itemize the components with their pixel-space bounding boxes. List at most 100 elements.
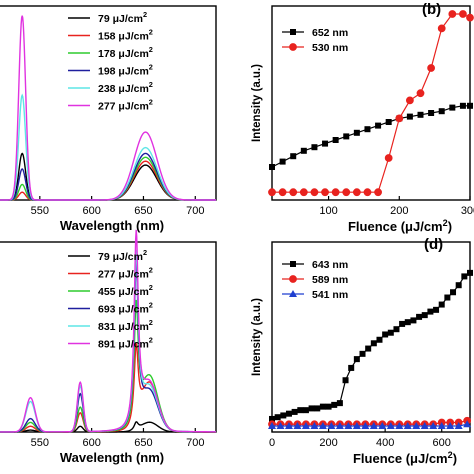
panel-d-series-2-point bbox=[361, 422, 370, 429]
panel-d-series-0-point bbox=[433, 306, 440, 313]
panel-d-legend-label: 643 nm bbox=[312, 259, 348, 271]
panel-d-series-0-point bbox=[353, 356, 360, 363]
panel-b-series-0-point bbox=[290, 153, 297, 160]
panel-b-series-0-point bbox=[375, 122, 382, 129]
panel-a-series-1-line bbox=[0, 160, 216, 201]
panel-d-series-0-point bbox=[438, 301, 445, 308]
panel-b-series-1-point bbox=[268, 188, 276, 197]
panel-a-legend-label: 238 μJ/cm2 bbox=[98, 80, 153, 95]
panel-c-legend-label: 831 μJ/cm2 bbox=[98, 318, 153, 333]
panel-d-series-0-point bbox=[399, 320, 406, 327]
panel-d-series-0-point bbox=[359, 350, 366, 357]
panel-c-x-axis-label: Wavelength (nm) bbox=[60, 450, 164, 465]
panel-b-series-0-point bbox=[353, 129, 360, 136]
panel-b-series-1-point bbox=[352, 188, 361, 197]
panel-d-series-0-point bbox=[342, 377, 349, 384]
panel-a-series-5-line bbox=[0, 15, 216, 201]
panel-b-y-axis-label: Intensity (a.u.) bbox=[251, 64, 263, 142]
panel-d-series-0-point bbox=[302, 407, 309, 414]
panel-c-legend-label: 455 μJ/cm2 bbox=[98, 283, 153, 298]
panel-b-legend-marker bbox=[289, 43, 297, 51]
panel-d-series-2-point bbox=[352, 422, 361, 429]
panel-b-xtick-label: 100 bbox=[319, 205, 337, 217]
panel-a-xtick-label: 600 bbox=[82, 205, 100, 217]
panel-b-series-1-point bbox=[363, 188, 372, 197]
panel-c-xtick-label: 550 bbox=[31, 437, 49, 449]
panel-a-x-axis-label: Wavelength (nm) bbox=[60, 218, 164, 233]
panel-b-series-0-point bbox=[428, 110, 435, 116]
panel-d-legend-label: 541 nm bbox=[312, 289, 348, 301]
panel-d-legend-marker bbox=[290, 261, 296, 267]
panel-d-xtick-label: 0 bbox=[269, 437, 275, 449]
panel-d-series-0-point bbox=[365, 345, 372, 352]
panel-b-series-1-point bbox=[395, 114, 404, 123]
panel-b-xtick-label: 300 bbox=[461, 205, 474, 217]
panel-b-series-1-point bbox=[321, 188, 329, 197]
panel-b-series-1-point bbox=[405, 96, 414, 105]
panel-d-series-0-point bbox=[325, 403, 332, 410]
panel-d-legend-marker bbox=[289, 275, 297, 283]
panel-d-legend-label: 589 nm bbox=[312, 274, 348, 286]
panel-a-xtick-label: 700 bbox=[186, 205, 204, 217]
panel-b-series-1-point bbox=[437, 24, 446, 33]
panel-b-series-0-point bbox=[364, 126, 371, 133]
panel-b-series-1-point bbox=[289, 188, 298, 197]
panel-a-legend-label: 277 μJ/cm2 bbox=[98, 98, 153, 113]
panel-b-series-0-point bbox=[332, 137, 339, 143]
panel-b-series-0-point bbox=[459, 102, 466, 109]
panel-a-legend-label: 158 μJ/cm2 bbox=[98, 28, 153, 43]
panel-d-series-2-point bbox=[378, 422, 387, 429]
panel-d-series-2-point bbox=[446, 422, 455, 429]
panel-b-series-1-point bbox=[448, 10, 457, 18]
panel-d-series-2-point bbox=[437, 422, 446, 429]
panel-d-series-0-point bbox=[331, 401, 338, 408]
panel-d-series-0-point bbox=[291, 408, 298, 415]
panel-c-legend-label: 79 μJ/cm2 bbox=[98, 248, 147, 263]
panel-b-series-1-point bbox=[299, 188, 308, 197]
panel-d-x-axis-label: Fluence (μJ/cm2) bbox=[353, 450, 457, 466]
panel-d-series-2-point bbox=[403, 422, 412, 429]
panel-c-series-5-line bbox=[0, 229, 217, 433]
panel-c-xtick-label: 650 bbox=[134, 437, 152, 449]
panel-d-series-0-point bbox=[274, 414, 281, 421]
panel-d-series-0-point bbox=[376, 336, 383, 343]
panel-d-series-2-point bbox=[318, 422, 327, 429]
panel-d-series-0-point bbox=[450, 289, 457, 296]
panel-d-series-0-point bbox=[416, 313, 423, 320]
panel-d-series-2-point bbox=[429, 422, 438, 429]
panel-b-series-1-point bbox=[310, 188, 319, 197]
panel-c-legend-label: 693 μJ/cm2 bbox=[98, 301, 153, 316]
panel-d-xtick-label: 600 bbox=[433, 437, 451, 449]
panel-d-series-0-point bbox=[393, 326, 400, 333]
panel-b-series-1-point bbox=[459, 10, 467, 18]
panel-a-legend-label: 198 μJ/cm2 bbox=[98, 63, 153, 78]
panel-b-series-0-point bbox=[343, 133, 350, 140]
panel-d-plot-frame bbox=[271, 241, 471, 433]
panel-c-legend-label: 891 μJ/cm2 bbox=[98, 336, 153, 351]
panel-b-xtick-label: 200 bbox=[390, 205, 408, 217]
panel-d-series-0-point bbox=[297, 407, 304, 414]
panel-d-series-2-point bbox=[369, 422, 378, 429]
panel-b-series-0-point bbox=[417, 111, 424, 118]
panel-d-series-2-point bbox=[395, 422, 404, 429]
panel-c-xtick-label: 700 bbox=[186, 437, 204, 449]
panel-b-legend-label: 530 nm bbox=[312, 42, 348, 54]
panel-d-series-2-point bbox=[454, 422, 463, 429]
panel-d-xtick-label: 400 bbox=[376, 437, 394, 449]
panel-b-series-0-point bbox=[322, 140, 329, 147]
panel-d-series-2-point bbox=[327, 422, 336, 429]
panel-d-series-2-point bbox=[420, 422, 429, 429]
panel-d-series-2-point bbox=[301, 422, 310, 429]
panel-d-series-2-point bbox=[412, 422, 421, 429]
panel-b-series-0-point bbox=[406, 113, 413, 120]
panel-c-legend-label: 277 μJ/cm2 bbox=[98, 266, 153, 281]
panel-d-series-2-point bbox=[268, 422, 276, 429]
panel-b-series-1-point bbox=[416, 89, 425, 98]
panel-b-series-0-point bbox=[438, 108, 445, 115]
panel-b-legend-label: 652 nm bbox=[312, 27, 348, 39]
panel-d-series-0-point bbox=[421, 312, 428, 319]
panel-d-series-0-point bbox=[382, 331, 389, 338]
panel-d-series-0-point bbox=[467, 269, 473, 276]
panel-d-xtick-label: 200 bbox=[319, 437, 337, 449]
